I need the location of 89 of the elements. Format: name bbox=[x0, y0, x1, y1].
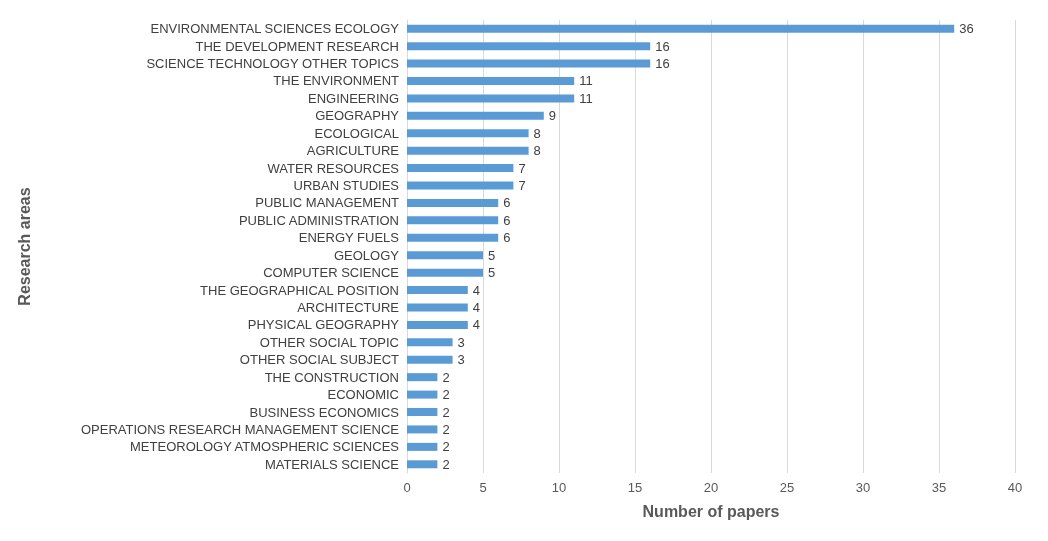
data-label: 11 bbox=[579, 90, 593, 106]
bar bbox=[407, 408, 438, 417]
data-label: 5 bbox=[488, 247, 496, 263]
y-tick-label: PUBLIC ADMINISTRATION bbox=[238, 212, 399, 228]
y-tick-label: ARCHITECTURE bbox=[297, 299, 400, 315]
bar bbox=[407, 286, 468, 295]
bar bbox=[407, 390, 438, 399]
y-tick-label: AGRICULTURE bbox=[306, 143, 400, 159]
x-tick-label: 15 bbox=[627, 480, 643, 495]
data-label: 2 bbox=[442, 421, 450, 437]
data-label: 2 bbox=[442, 404, 450, 420]
y-tick-label: COMPUTER SCIENCE bbox=[263, 265, 400, 281]
bar bbox=[407, 233, 499, 242]
y-tick-label: METEOROLOGY ATMOSPHERIC SCIENCES bbox=[130, 439, 400, 455]
data-label: 8 bbox=[533, 125, 541, 141]
y-tick-label: ENERGY FUELS bbox=[298, 230, 400, 246]
bar bbox=[407, 42, 651, 51]
y-tick-label: OTHER SOCIAL SUBJECT bbox=[239, 352, 400, 368]
bar bbox=[407, 373, 438, 382]
bar bbox=[407, 268, 483, 277]
x-tick-label: 20 bbox=[703, 480, 719, 495]
data-label: 7 bbox=[518, 160, 526, 176]
x-tick-label: 0 bbox=[403, 480, 411, 495]
data-label: 6 bbox=[503, 230, 511, 246]
x-tick-label: 30 bbox=[855, 480, 871, 495]
x-tick-label: 5 bbox=[479, 480, 487, 495]
y-tick-label: PUBLIC MANAGEMENT bbox=[255, 195, 400, 211]
x-axis-title: Number of papers bbox=[642, 502, 780, 520]
y-tick-label: PHYSICAL GEOGRAPHY bbox=[247, 317, 400, 333]
bar bbox=[407, 129, 529, 138]
x-tick-label: 10 bbox=[551, 480, 567, 495]
bar bbox=[407, 355, 453, 364]
bar bbox=[407, 320, 468, 329]
data-label: 8 bbox=[533, 143, 541, 159]
bar bbox=[407, 111, 544, 120]
data-label: 5 bbox=[488, 265, 496, 281]
y-tick-label: ECONOMIC bbox=[327, 387, 399, 403]
data-label: 2 bbox=[442, 439, 450, 455]
data-label: 2 bbox=[442, 456, 450, 472]
bar bbox=[407, 198, 499, 207]
bar bbox=[407, 146, 529, 155]
y-tick-label: BUSINESS ECONOMICS bbox=[249, 404, 400, 420]
bar bbox=[407, 24, 955, 33]
y-tick-label: GEOLOGY bbox=[333, 247, 400, 263]
bar bbox=[407, 181, 514, 190]
y-tick-label: THE GEOGRAPHICAL POSITION bbox=[200, 282, 399, 298]
x-tick-label: 35 bbox=[931, 480, 947, 495]
y-tick-label: OTHER SOCIAL TOPIC bbox=[259, 334, 399, 350]
y-tick-label: THE CONSTRUCTION bbox=[264, 369, 399, 385]
data-label: 36 bbox=[959, 21, 974, 37]
bar bbox=[407, 164, 514, 173]
bar bbox=[407, 442, 438, 451]
data-label: 4 bbox=[472, 299, 481, 315]
bar bbox=[407, 59, 651, 68]
y-tick-label: OPERATIONS RESEARCH MANAGEMENT SCIENCE bbox=[80, 421, 400, 437]
bar bbox=[407, 338, 453, 347]
bar bbox=[407, 425, 438, 434]
y-tick-label: THE DEVELOPMENT RESEARCH bbox=[195, 38, 399, 54]
data-label: 7 bbox=[518, 178, 526, 194]
data-label: 3 bbox=[457, 352, 465, 368]
data-label: 4 bbox=[472, 317, 481, 333]
bar bbox=[407, 460, 438, 469]
y-tick-label: THE ENVIRONMENT bbox=[273, 73, 400, 89]
x-tick-label: 25 bbox=[779, 480, 795, 495]
bar bbox=[407, 76, 575, 85]
y-tick-label: URBAN STUDIES bbox=[293, 178, 400, 194]
data-label: 2 bbox=[442, 387, 450, 403]
y-tick-label: ENVIRONMENTAL SCIENCES ECOLOGY bbox=[150, 21, 400, 37]
y-tick-label: MATERIALS SCIENCE bbox=[264, 456, 400, 472]
y-tick-label: ENGINEERING bbox=[307, 90, 399, 106]
bar bbox=[407, 303, 468, 312]
y-tick-label: GEOGRAPHY bbox=[315, 108, 400, 124]
data-label: 16 bbox=[655, 38, 670, 54]
bar bbox=[407, 251, 483, 260]
bar bbox=[407, 94, 575, 103]
y-tick-label: SCIENCE TECHNOLOGY OTHER TOPICS bbox=[146, 56, 400, 72]
data-label: 6 bbox=[503, 195, 511, 211]
data-label: 11 bbox=[579, 73, 593, 89]
y-tick-label: ECOLOGICAL bbox=[314, 125, 399, 141]
bar bbox=[407, 216, 499, 225]
data-label: 6 bbox=[503, 212, 511, 228]
data-label: 2 bbox=[442, 369, 450, 385]
data-label: 9 bbox=[548, 108, 557, 124]
data-label: 4 bbox=[472, 282, 481, 298]
y-axis-title: Research areas bbox=[15, 187, 33, 306]
x-tick-label: 40 bbox=[1007, 480, 1023, 495]
data-label: 3 bbox=[457, 334, 465, 350]
y-tick-label: WATER RESOURCES bbox=[267, 160, 400, 176]
data-label: 16 bbox=[655, 56, 670, 72]
